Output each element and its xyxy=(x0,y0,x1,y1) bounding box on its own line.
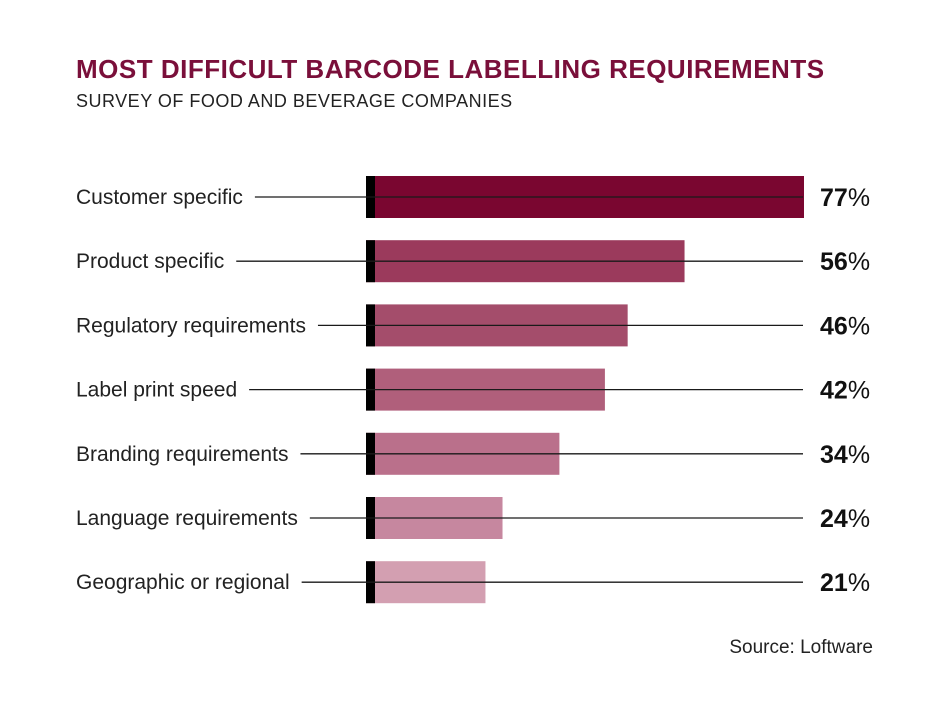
category-label: Geographic or regional xyxy=(76,571,290,594)
value-label: 46% xyxy=(820,312,870,340)
category-label: Regulatory requirements xyxy=(76,314,306,337)
chart-subtitle: SURVEY OF FOOD AND BEVERAGE COMPANIES xyxy=(76,91,513,111)
category-label: Label print speed xyxy=(76,379,237,402)
chart-title: MOST DIFFICULT BARCODE LABELLING REQUIRE… xyxy=(76,54,825,84)
source-note: Source: Loftware xyxy=(729,637,873,658)
category-label: Product specific xyxy=(76,250,224,273)
value-label: 24% xyxy=(820,505,870,533)
category-label: Branding requirements xyxy=(76,443,288,466)
value-label: 34% xyxy=(820,441,870,469)
category-label: Customer specific xyxy=(76,186,243,209)
value-label: 77% xyxy=(820,184,870,212)
category-label: Language requirements xyxy=(76,507,298,530)
value-label: 42% xyxy=(820,377,870,405)
value-label: 56% xyxy=(820,248,870,276)
value-label: 21% xyxy=(820,569,870,597)
